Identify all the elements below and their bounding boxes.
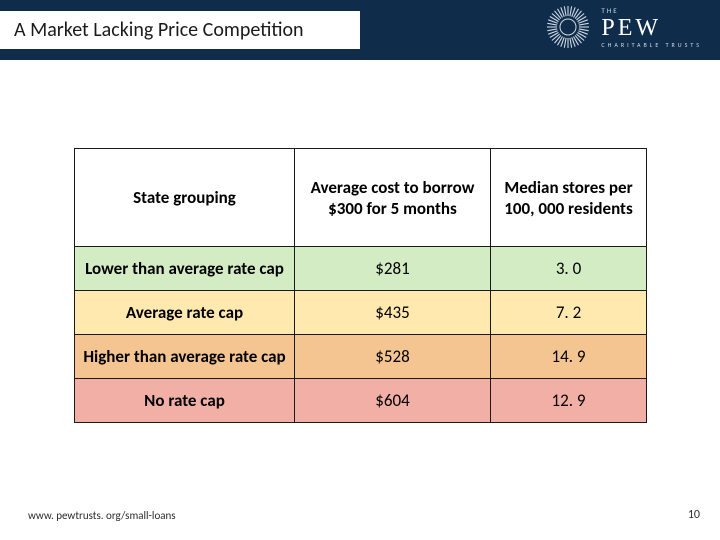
- row-label: Lower than average rate cap: [75, 247, 295, 291]
- row-stores: 14. 9: [491, 335, 647, 379]
- col-header-stores: Median stores per 100, 000 residents: [491, 149, 647, 247]
- col-header-grouping: State grouping: [75, 149, 295, 247]
- data-table-container: State grouping Average cost to borrow $3…: [74, 148, 646, 423]
- page-number: 10: [688, 508, 700, 522]
- row-label: Average rate cap: [75, 291, 295, 335]
- row-stores: 3. 0: [491, 247, 647, 291]
- table-header-row: State grouping Average cost to borrow $3…: [75, 149, 647, 247]
- logo-the: THE: [601, 7, 702, 14]
- row-label: Higher than average rate cap: [75, 335, 295, 379]
- row-cost: $281: [295, 247, 491, 291]
- row-cost: $435: [295, 291, 491, 335]
- table-row: No rate cap$60412. 9: [75, 379, 647, 423]
- table-row: Lower than average rate cap$2813. 0: [75, 247, 647, 291]
- logo-text: THE PEW CHARITABLE TRUSTS: [601, 7, 702, 48]
- row-label: No rate cap: [75, 379, 295, 423]
- row-cost: $604: [295, 379, 491, 423]
- page-title: A Market Lacking Price Competition: [14, 18, 304, 42]
- table-row: Higher than average rate cap$52814. 9: [75, 335, 647, 379]
- data-table: State grouping Average cost to borrow $3…: [74, 148, 647, 423]
- row-cost: $528: [295, 335, 491, 379]
- logo-name: PEW: [601, 16, 702, 40]
- title-band: A Market Lacking Price Competition: [0, 11, 360, 49]
- row-stores: 7. 2: [491, 291, 647, 335]
- pew-logo: THE PEW CHARITABLE TRUSTS: [545, 4, 702, 50]
- col-header-cost: Average cost to borrow $300 for 5 months: [295, 149, 491, 247]
- sunburst-icon: [545, 4, 591, 50]
- slide-header: A Market Lacking Price Competition THE P…: [0, 0, 720, 60]
- footer-url: www. pewtrusts. org/small-loans: [28, 509, 176, 522]
- table-row: Average rate cap$4357. 2: [75, 291, 647, 335]
- logo-sub: CHARITABLE TRUSTS: [601, 42, 702, 48]
- row-stores: 12. 9: [491, 379, 647, 423]
